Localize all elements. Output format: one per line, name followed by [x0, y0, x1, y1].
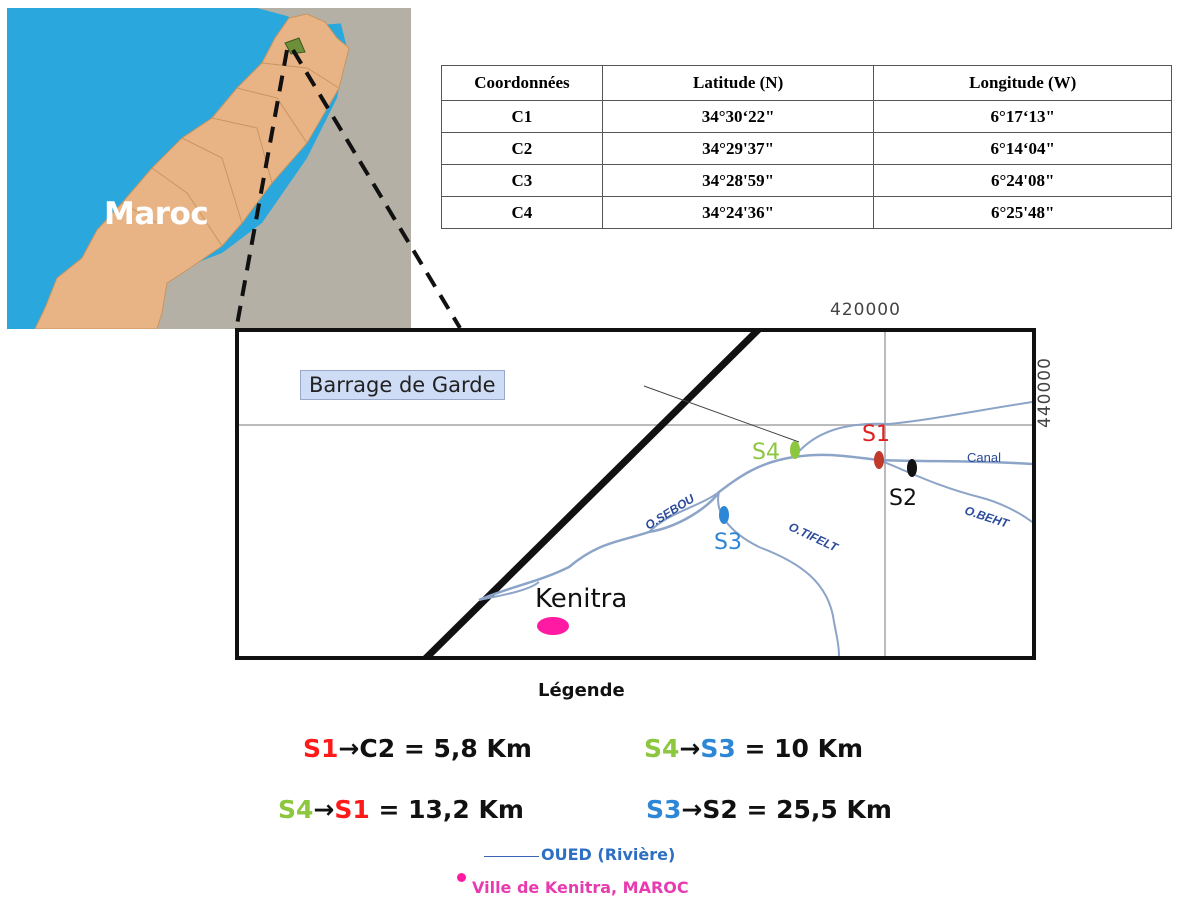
- distance-s4-s3: S4→S3 = 10 Km: [644, 734, 863, 763]
- site-label-s3: S3: [714, 530, 742, 555]
- barrage-leader: [643, 385, 800, 443]
- site-label-s2: S2: [889, 486, 917, 511]
- site-ref: S4: [278, 795, 314, 824]
- arrow-icon: →: [313, 795, 335, 824]
- arrow-icon: →: [679, 734, 701, 763]
- table-header-row: Coordonnées Latitude (N) Longitude (W): [441, 65, 1172, 101]
- table-cell: 6°24'08": [873, 164, 1172, 197]
- city-legend-label: Ville de Kenitra, MAROC: [472, 878, 689, 897]
- country-label: Maroc: [104, 196, 209, 232]
- distance-s1-c2: S1→C2 = 5,8 Km: [303, 734, 532, 763]
- table-cell: 34°24'36": [601, 196, 875, 229]
- table-row: C2 34°29'37" 6°14‘04": [441, 132, 1172, 165]
- grid-x-label: 420000: [830, 300, 901, 320]
- table-cell: 34°29'37": [601, 132, 875, 165]
- site-marker-s3: [719, 506, 729, 524]
- grid-y-label: 440000: [1035, 357, 1055, 428]
- table-cell: 34°28'59": [601, 164, 875, 197]
- site-ref: S1: [303, 734, 339, 763]
- city-label: Kenitra: [535, 584, 628, 614]
- detail-map-drawing: [239, 332, 1032, 656]
- arrow-icon: →: [338, 734, 360, 763]
- distance-value: = 5,8 Km: [403, 734, 532, 763]
- distance-s4-s1: S4→S1 = 13,2 Km: [278, 795, 524, 824]
- site-ref: S1: [334, 795, 370, 824]
- table-cell: 6°25'48": [873, 196, 1172, 229]
- site-ref: S3: [646, 795, 682, 824]
- distance-value: = 10 Km: [744, 734, 864, 763]
- city-legend-dot-icon: [457, 873, 466, 882]
- legend-title: Légende: [538, 680, 625, 701]
- distance-s3-s2: S3→S2 = 25,5 Km: [646, 795, 892, 824]
- table-header: Coordonnées: [441, 65, 603, 101]
- site-ref: S2: [702, 795, 738, 824]
- barrage-label: Barrage de Garde: [300, 370, 505, 400]
- site-ref: C2: [359, 734, 396, 763]
- morocco-inset-map: Maroc: [7, 8, 411, 329]
- canal-label: Canal: [967, 450, 1001, 465]
- oued-sebou: [478, 453, 1032, 602]
- oued-legend-label: OUED (Rivière): [541, 845, 676, 864]
- table-cell: 6°14‘04": [873, 132, 1172, 165]
- table-cell: C4: [441, 196, 603, 229]
- table-cell: 34°30‘22": [601, 100, 875, 133]
- kenitra-marker: [537, 617, 569, 635]
- table-row: C1 34°30‘22" 6°17‘13": [441, 100, 1172, 133]
- table-cell: C3: [441, 164, 603, 197]
- morocco-outline: [34, 8, 411, 329]
- arrow-icon: →: [681, 795, 703, 824]
- oued-beht: [878, 459, 1032, 523]
- table-header: Latitude (N): [601, 65, 875, 101]
- oued-tifelt: [717, 491, 840, 656]
- table-row: C4 34°24'36" 6°25'48": [441, 196, 1172, 229]
- table-cell: C2: [441, 132, 603, 165]
- distance-value: = 25,5 Km: [746, 795, 892, 824]
- site-label-s4: S4: [752, 440, 780, 465]
- site-marker-s2: [907, 459, 917, 477]
- site-label-s1: S1: [862, 422, 890, 447]
- table-header: Longitude (W): [873, 65, 1172, 101]
- coastline: [423, 332, 761, 656]
- table-cell: C1: [441, 100, 603, 133]
- site-ref: S4: [644, 734, 680, 763]
- table-cell: 6°17‘13": [873, 100, 1172, 133]
- distance-value: = 13,2 Km: [378, 795, 524, 824]
- oued-legend-line: [484, 856, 539, 857]
- coordinates-table: Coordonnées Latitude (N) Longitude (W) C…: [441, 65, 1172, 229]
- detail-map: Barrage de Garde S4 S1 S2 S3 O.SEBOU O.T…: [235, 328, 1036, 660]
- site-marker-s4: [790, 441, 800, 459]
- site-ref: S3: [700, 734, 736, 763]
- canal-line: [793, 401, 1032, 458]
- site-marker-s1: [874, 451, 884, 469]
- table-row: C3 34°28'59" 6°24'08": [441, 164, 1172, 197]
